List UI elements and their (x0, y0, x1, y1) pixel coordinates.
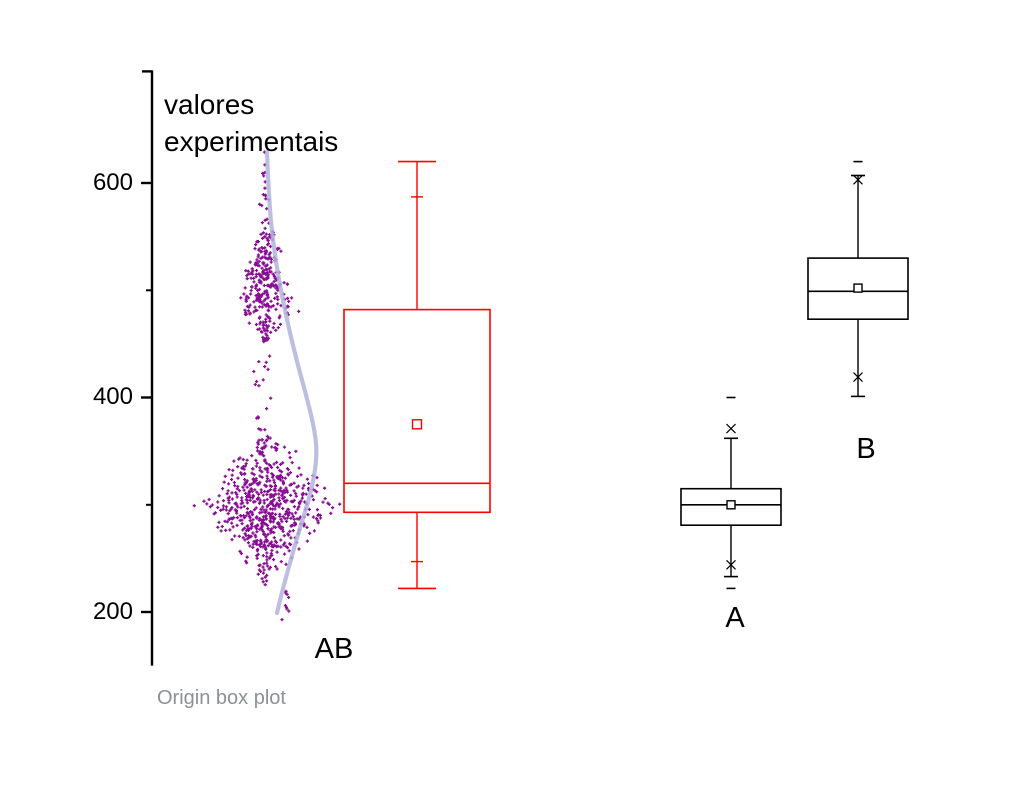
boxplot-a (680, 396, 782, 590)
boxplot-ab (343, 160, 491, 590)
scatter-points (192, 150, 342, 622)
chart-title-line2: experimentais (164, 126, 339, 157)
y-tick-label-200: 200 (92, 598, 133, 625)
mean-marker (411, 419, 423, 430)
mean-marker (726, 500, 736, 510)
group-label-ab: AB (314, 633, 354, 665)
p99-marker (726, 423, 736, 434)
y-tick-label-600: 600 (92, 169, 133, 196)
y-axis (141, 70, 154, 666)
distribution-curve (264, 149, 319, 616)
p1-marker (726, 559, 736, 570)
group-label-b: B (856, 433, 876, 465)
iqr-box (343, 308, 491, 514)
chart-title-line1: valores (164, 89, 255, 120)
mean-marker (853, 283, 863, 293)
figure-caption: Origin box plot (157, 687, 286, 709)
chart-title: valores experimentais (164, 86, 338, 160)
boxplot-b (807, 160, 909, 398)
y-tick-label-400: 400 (92, 383, 133, 410)
p1-marker (853, 372, 863, 383)
p99-marker (853, 174, 863, 185)
group-label-a: A (725, 602, 745, 634)
